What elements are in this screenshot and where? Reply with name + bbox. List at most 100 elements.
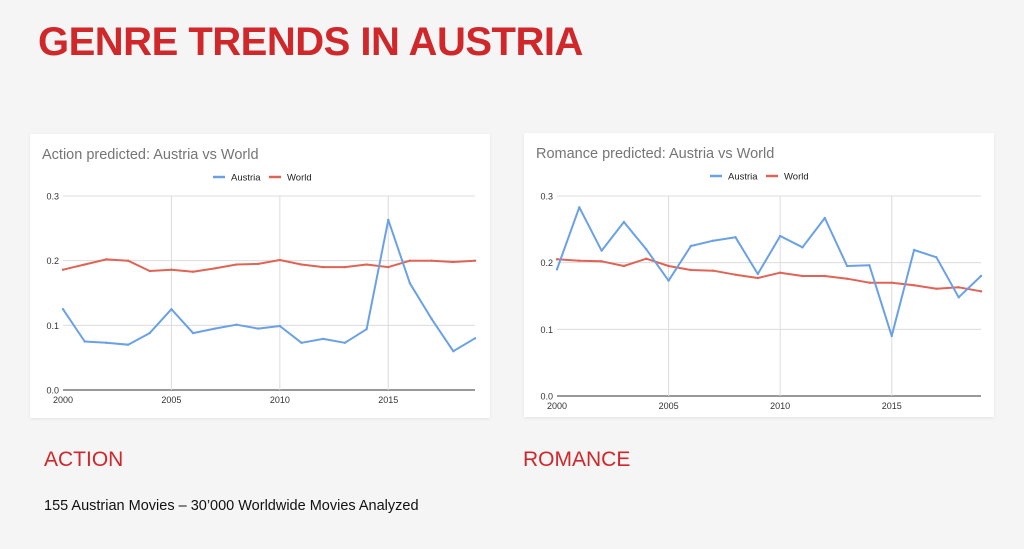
data-point [689, 268, 693, 272]
romance-chart: Romance predicted: Austria vs World Austr… [536, 146, 983, 411]
data-point [235, 263, 238, 266]
data-point [756, 276, 760, 280]
data-point [756, 272, 760, 276]
data-point [578, 206, 581, 209]
data-point [473, 259, 477, 262]
x-tick-label: 2010 [270, 395, 290, 405]
y-tick-label: 0.0 [540, 392, 553, 402]
x-tick-label: 2015 [378, 395, 398, 405]
data-point [365, 263, 368, 266]
data-point [845, 277, 849, 280]
data-point [912, 248, 916, 252]
data-point [235, 323, 238, 326]
action-section-label: ACTION [44, 448, 124, 471]
data-point [126, 343, 130, 346]
data-point [61, 307, 65, 311]
data-point [126, 259, 130, 262]
data-point [912, 284, 916, 287]
y-tick-label: 0.3 [540, 192, 553, 202]
data-point [148, 331, 151, 335]
data-point [935, 287, 938, 290]
data-point [600, 260, 603, 263]
data-point [170, 307, 173, 311]
data-point [622, 264, 626, 268]
data-point [105, 258, 108, 261]
data-point [408, 259, 412, 262]
data-point [322, 265, 325, 269]
data-point [645, 257, 648, 260]
data-point [957, 286, 960, 289]
data-point [689, 244, 693, 248]
data-point [935, 256, 938, 259]
data-point [148, 269, 151, 273]
data-point [778, 271, 782, 274]
data-point [667, 279, 670, 282]
chart-title: Action predicted: Austria vs World [42, 147, 259, 163]
data-point [555, 268, 559, 271]
romance-chart-card: Romance predicted: Austria vs World Austr… [524, 133, 994, 417]
x-tick-label: 2000 [547, 401, 567, 411]
legend-label: Austria [231, 173, 261, 184]
data-point [667, 264, 670, 268]
data-point [170, 268, 173, 271]
data-point [105, 341, 108, 344]
x-tick-label: 2005 [659, 401, 679, 411]
x-tick-label: 2000 [53, 395, 73, 405]
data-point [256, 327, 260, 330]
y-tick-label: 0.2 [46, 256, 59, 266]
data-point [61, 268, 65, 271]
data-point [868, 281, 871, 284]
data-point [278, 258, 282, 262]
data-point [213, 267, 216, 270]
data-point [300, 341, 303, 344]
slide-title: GENRE TRENDS IN AUSTRIA [38, 20, 583, 64]
data-point [823, 216, 826, 220]
data-point [712, 269, 715, 272]
data-point [778, 234, 782, 238]
data-point [712, 239, 715, 242]
y-tick-label: 0.1 [46, 321, 59, 331]
data-point [473, 337, 477, 340]
data-point [868, 264, 871, 267]
data-point [734, 273, 737, 276]
data-point [387, 265, 390, 269]
data-point [83, 340, 86, 343]
y-tick-label: 0.2 [540, 258, 553, 268]
data-point [622, 220, 626, 224]
data-point [578, 259, 581, 262]
data-point [83, 263, 86, 266]
data-point [600, 249, 603, 252]
data-point [387, 218, 390, 222]
series-line-world [556, 257, 982, 293]
data-point [191, 331, 195, 335]
data-point [430, 317, 433, 321]
y-tick-label: 0.0 [46, 386, 59, 396]
data-point [823, 274, 826, 278]
data-point [278, 324, 282, 328]
data-point [801, 274, 804, 278]
data-point [734, 236, 737, 239]
x-tick-label: 2015 [882, 401, 902, 411]
data-point [957, 296, 960, 299]
series-line-austria [556, 206, 982, 337]
data-point [801, 246, 804, 249]
legend-label: World [784, 172, 809, 183]
x-tick-label: 2005 [161, 395, 181, 405]
data-point [213, 327, 216, 330]
data-point [191, 270, 195, 273]
chart-title: Romance predicted: Austria vs World [536, 146, 774, 162]
data-point [430, 259, 433, 262]
series-line-world [62, 258, 476, 273]
romance-section-label: ROMANCE [523, 448, 631, 471]
data-point [845, 264, 849, 268]
data-point [979, 290, 983, 293]
data-point [408, 282, 412, 285]
data-point [452, 350, 455, 353]
y-tick-label: 0.1 [540, 325, 553, 335]
data-point [979, 274, 983, 278]
data-point [343, 265, 347, 269]
data-point [555, 258, 559, 261]
data-point [300, 263, 303, 266]
data-point [890, 281, 893, 284]
data-point [365, 328, 368, 331]
